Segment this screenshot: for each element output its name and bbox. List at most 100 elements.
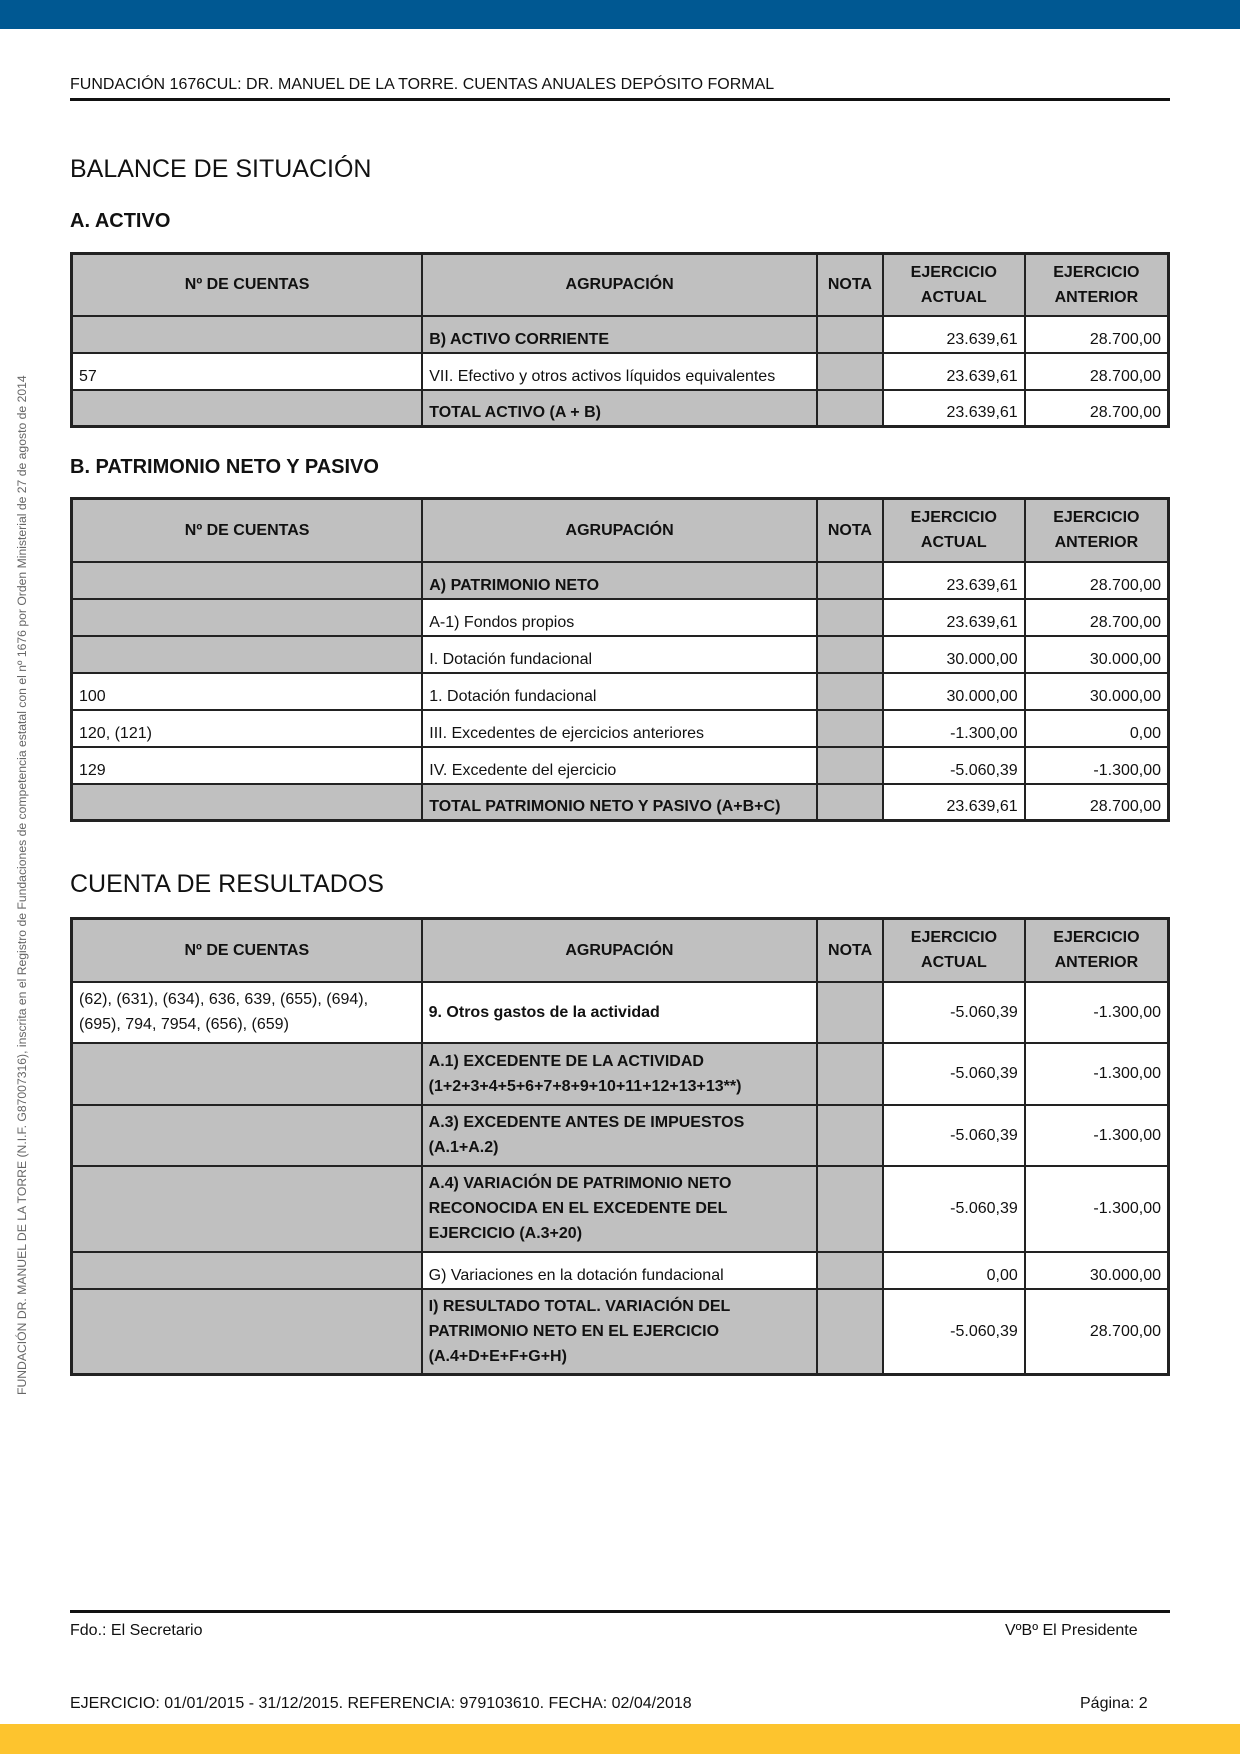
table-cell — [70, 1103, 423, 1167]
table-cell: -1.300,00 — [1023, 1164, 1170, 1253]
table-cell — [70, 782, 424, 822]
footer-text: EJERCICIO: 01/01/2015 - 31/12/2015. REFE… — [70, 1695, 692, 1712]
table-cell: -1.300,00 — [1023, 980, 1170, 1044]
table-cell — [815, 782, 884, 822]
table-row: A.3) EXCEDENTE ANTES DE IMPUESTOS (A.1+A.… — [70, 1103, 1170, 1167]
table-cell: AGRUPACIÓN — [420, 917, 819, 983]
table-cell: AGRUPACIÓN — [421, 497, 818, 563]
table-cell: 28.700,00 — [1023, 314, 1170, 354]
table-cell: 28.700,00 — [1023, 388, 1170, 428]
pasivo-title: B. PATRIMONIO NETO Y PASIVO — [70, 456, 379, 478]
table-cell — [815, 671, 884, 711]
table-row: (62), (631), (634), 636, 639, (655), (69… — [70, 980, 1170, 1044]
table-row: A.4) VARIACIÓN DE PATRIMONIO NETO RECONOC… — [70, 1164, 1170, 1253]
top-bar — [0, 0, 1240, 29]
table-cell — [816, 1164, 885, 1253]
table-cell — [816, 1250, 885, 1290]
table-cell: A.4) VARIACIÓN DE PATRIMONIO NETO RECONOC… — [420, 1164, 819, 1253]
table-cell: 28.700,00 — [1023, 1287, 1170, 1376]
table-cell: NOTA — [815, 497, 884, 563]
pasivo-table: Nº DE CUENTAS AGRUPACIÓN NOTA EJERCICIO ACT… — [70, 497, 1170, 822]
signature-secretario: Fdo.: El Secretario — [70, 1622, 203, 1639]
table-cell: 0,00 — [1023, 708, 1170, 748]
signature-presidente: VºBº El Presidente — [1005, 1622, 1138, 1639]
table-cell — [70, 634, 424, 674]
table-cell: B) ACTIVO CORRIENTE — [421, 314, 818, 354]
table-row: TOTAL PATRIMONIO NETO Y PASIVO (A+B+C) 23… — [70, 782, 1170, 822]
table-row: I. Dotación fundacional 30.000,00 30.000,0… — [70, 634, 1170, 674]
table-row: G) Variaciones en la dotación fundaciona… — [70, 1250, 1170, 1290]
table-row: A) PATRIMONIO NETO 23.639,61 28.700,00 — [70, 560, 1170, 600]
table-header: Nº DE CUENTAS AGRUPACIÓN NOTA EJERCICIO ACT… — [70, 917, 1170, 983]
table-cell: 23.639,61 — [881, 388, 1026, 428]
table-cell: I. Dotación fundacional — [421, 634, 818, 674]
table-cell: 23.639,61 — [881, 560, 1026, 600]
table-cell: -1.300,00 — [1023, 745, 1170, 785]
col-anterior: EJERCICIO ANTERIOR — [1023, 252, 1170, 317]
activo-table: Nº DE CUENTAS AGRUPACIÓN NOTA EJERCICIO A… — [70, 252, 1170, 428]
table-cell — [70, 1164, 423, 1253]
table-cell: VII. Efectivo y otros activos líquidos e… — [421, 351, 818, 391]
table-cell: TOTAL ACTIVO (A + B) — [421, 388, 818, 428]
table-header: Nº DE CUENTAS AGRUPACIÓN NOTA EJERCICIO ACT… — [70, 497, 1170, 563]
table-cell — [70, 597, 424, 637]
table-header: Nº DE CUENTAS AGRUPACIÓN NOTA EJERCICIO A… — [70, 252, 1170, 317]
signature-rule — [70, 1610, 1170, 1613]
table-cell: EJERCICIO ACTUAL — [882, 917, 1026, 983]
table-cell: IV. Excedente del ejercicio — [421, 745, 818, 785]
table-cell: 28.700,00 — [1023, 560, 1170, 600]
table-cell: EJERCICIO ANTERIOR — [1023, 497, 1170, 563]
table-cell — [815, 708, 884, 748]
table-cell: III. Excedentes de ejercicios anteriores — [421, 708, 818, 748]
table-row: A-1) Fondos propios 23.639,61 28.700,00 — [70, 597, 1170, 637]
activo-title: A. ACTIVO — [70, 210, 171, 232]
table-cell — [70, 1041, 423, 1106]
table-cell: 23.639,61 — [881, 782, 1026, 822]
header-rule — [70, 98, 1170, 101]
bottom-bar — [0, 1724, 1240, 1754]
table-cell: A.1) EXCEDENTE DE LA ACTIVIDAD (1+2+3+4+5… — [420, 1041, 819, 1106]
table-cell: -5.060,39 — [882, 1287, 1026, 1376]
side-registration-text: FUNDACIÓN DR. MANUEL DE LA TORRE (N.I.F.… — [15, 375, 29, 1395]
table-cell: 23.639,61 — [881, 351, 1026, 391]
table-cell — [70, 1250, 423, 1290]
table-cell — [70, 388, 424, 428]
table-row: 100 1. Dotación fundacional 30.000,00 30.00… — [70, 671, 1170, 711]
table-cell — [815, 634, 884, 674]
table-cell — [816, 1287, 885, 1376]
table-cell: A-1) Fondos propios — [421, 597, 818, 637]
table-cell: EJERCICIO ANTERIOR — [1023, 917, 1170, 983]
table-row: I) RESULTADO TOTAL. VARIACIÓN DEL PATRIMO… — [70, 1287, 1170, 1376]
col-agrupacion: AGRUPACIÓN — [421, 252, 818, 317]
table-cell: -1.300,00 — [881, 708, 1026, 748]
table-cell — [70, 314, 424, 354]
table-cell — [815, 314, 884, 354]
page-number: Página: 2 — [1080, 1695, 1148, 1712]
table-cell: -5.060,39 — [882, 1164, 1026, 1253]
table-cell — [815, 388, 884, 428]
resultados-table: Nº DE CUENTAS AGRUPACIÓN NOTA EJERCICIO ACT… — [70, 917, 1170, 1376]
table-cell: 28.700,00 — [1023, 597, 1170, 637]
table-cell: -5.060,39 — [882, 980, 1026, 1044]
table-cell — [70, 560, 424, 600]
table-cell: -5.060,39 — [882, 1041, 1026, 1106]
table-cell — [815, 597, 884, 637]
table-row: B) ACTIVO CORRIENTE 23.639,61 28.700,00 — [70, 314, 1170, 354]
table-cell — [815, 560, 884, 600]
col-actual: EJERCICIO ACTUAL — [881, 252, 1026, 317]
table-cell: 0,00 — [882, 1250, 1026, 1290]
table-row: TOTAL ACTIVO (A + B) 23.639,61 28.700,00 — [70, 388, 1170, 428]
table-cell: 9. Otros gastos de la actividad — [420, 980, 819, 1044]
table-cell: 120, (121) — [70, 708, 424, 748]
col-cuentas: Nº DE CUENTAS — [70, 252, 424, 317]
table-cell: A.3) EXCEDENTE ANTES DE IMPUESTOS (A.1+A.… — [420, 1103, 819, 1167]
table-row: A.1) EXCEDENTE DE LA ACTIVIDAD (1+2+3+4+5… — [70, 1041, 1170, 1106]
table-cell: 129 — [70, 745, 424, 785]
table-cell — [816, 980, 885, 1044]
table-cell: 30.000,00 — [881, 671, 1026, 711]
table-cell: 100 — [70, 671, 424, 711]
table-cell — [815, 351, 884, 391]
table-cell: 23.639,61 — [881, 597, 1026, 637]
table-cell: 23.639,61 — [881, 314, 1026, 354]
table-cell: 1. Dotación fundacional — [421, 671, 818, 711]
